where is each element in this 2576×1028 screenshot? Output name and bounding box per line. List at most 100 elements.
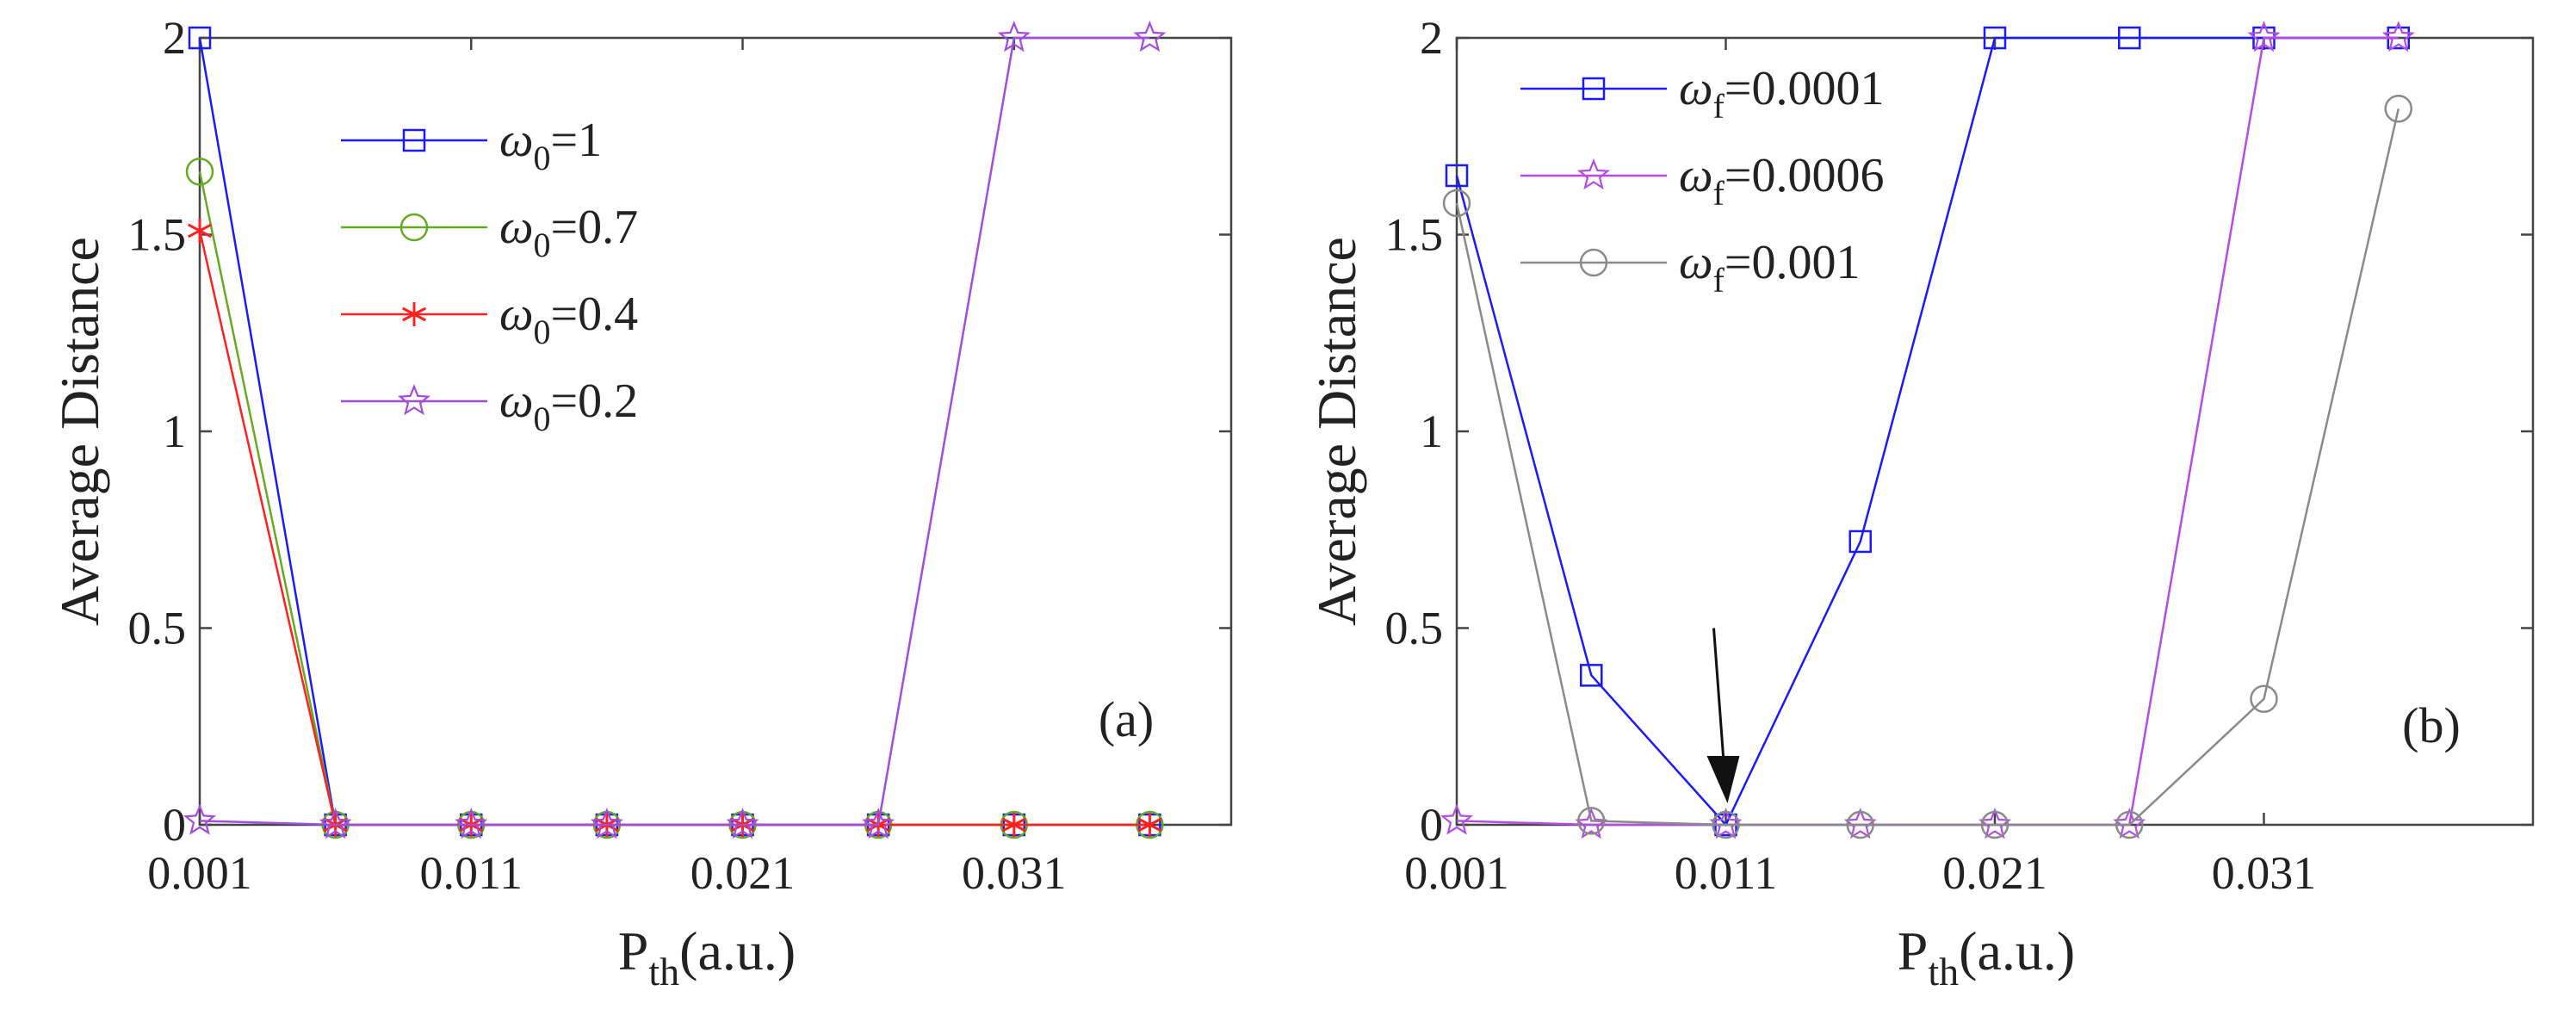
y-tick-label: 1 — [163, 406, 186, 457]
legend-symbol: ω — [1679, 236, 1713, 289]
legend-entry: ωf=0.001 — [1520, 236, 1860, 300]
plot-frame — [1455, 36, 2535, 827]
series-line — [1456, 36, 2399, 827]
series-line — [199, 36, 1150, 827]
legend-value: =0.4 — [551, 288, 639, 341]
data-point-square — [1848, 529, 1872, 554]
data-point-asterisk — [1001, 813, 1026, 837]
legend-marker-circle — [1579, 248, 1608, 277]
legend-subscript: f — [1713, 174, 1725, 213]
plot-frame — [198, 36, 1233, 827]
legend-entry: ω0=0.2 — [341, 375, 638, 438]
series-0-04 — [188, 218, 1162, 837]
legend-entry: ωf=0.0006 — [1520, 149, 1884, 213]
x-tick-label: 0.001 — [1404, 847, 1509, 899]
series-f-0001 — [1442, 95, 2412, 839]
data-point-star — [1133, 21, 1167, 53]
data-point-square — [188, 26, 212, 50]
data-point-star — [590, 808, 623, 839]
data-point-star — [319, 808, 352, 839]
x-axis-label: Pth(a.u.) — [1898, 920, 2075, 994]
chart-panel-b: 0.001 0.011 0.021 0.031 0 0.5 1 1.5 2 Average Dis… — [1306, 12, 2535, 994]
arrow-head — [1706, 756, 1740, 803]
y-tick-label: 2 — [1420, 12, 1443, 64]
y-axis-label: Average Distance — [49, 237, 110, 626]
data-point-circle — [185, 158, 214, 186]
data-point-star — [455, 808, 488, 839]
x-tick-label: 0.011 — [420, 847, 523, 899]
legend-subscript: f — [1713, 261, 1725, 300]
y-tick-label: 0 — [1420, 799, 1443, 851]
legend-symbol: ω — [499, 201, 534, 254]
data-point-star — [862, 808, 895, 839]
data-point-circle — [2384, 95, 2412, 123]
legend-subscript: f — [1713, 87, 1725, 126]
legend-label: ω0=0.7 — [499, 201, 638, 264]
x-tick-label: 0.031 — [2212, 847, 2317, 899]
legend-entry: ωf=0.0001 — [1520, 62, 1884, 126]
legend-value: =0.001 — [1725, 236, 1861, 289]
y-tick-label: 1.5 — [1385, 209, 1444, 261]
series-0-1 — [188, 26, 1161, 837]
data-point-asterisk-stroke — [1137, 817, 1162, 833]
panel-label: (b) — [2402, 697, 2461, 753]
series-0-07 — [185, 158, 1164, 839]
data-point-circle — [1980, 810, 2009, 839]
x-tick-label: 0.021 — [690, 847, 796, 899]
x-tick-label: 0.021 — [1942, 847, 2047, 899]
legend-label: ω0=0.4 — [499, 288, 638, 351]
legend: ω0=1ω0=0.7ω0=0.4ω0=0.2 — [341, 114, 638, 438]
data-point-circle — [1577, 807, 1606, 835]
legend-entry: ω0=0.4 — [341, 288, 638, 351]
legend-marker-square — [1582, 77, 1606, 101]
data-point-square — [1445, 164, 1469, 188]
legend-value: =0.7 — [551, 201, 639, 254]
legend-value: =0.2 — [551, 375, 639, 428]
data-point-star — [1709, 808, 1743, 839]
legend-marker-star — [1576, 158, 1611, 190]
legend-subscript: 0 — [534, 226, 551, 264]
y-tick-label: 0.5 — [1385, 603, 1444, 654]
legend-label: ωf=0.0006 — [1679, 149, 1884, 213]
x-axis-label-main: P — [1898, 920, 1929, 982]
data-point-star — [2247, 21, 2281, 53]
y-tick-label: 0.5 — [128, 603, 187, 654]
x-tick-label: 0.011 — [1675, 847, 1778, 899]
legend-value: =0.0006 — [1725, 149, 1885, 202]
series-f-00001 — [1445, 26, 2410, 837]
data-point-circle — [1442, 189, 1471, 218]
y-tick-label: 0 — [163, 799, 186, 851]
series-0-02 — [183, 21, 1167, 839]
panel-label: (a) — [1099, 691, 1154, 747]
data-point-square — [2118, 26, 2141, 50]
data-point-star — [1843, 808, 1877, 839]
data-point-star — [1978, 808, 2012, 839]
data-point-asterisk-stroke — [188, 223, 212, 238]
x-axis-label-sub: th — [648, 950, 679, 994]
annotation-arrow — [1706, 628, 1740, 803]
data-point-star — [2381, 21, 2415, 53]
data-point-circle — [1846, 810, 1874, 839]
legend-label: ωf=0.001 — [1679, 236, 1860, 300]
x-axis-label: Pth(a.u.) — [618, 920, 796, 994]
series-line — [198, 171, 1150, 827]
x-axis-label-sub: th — [1928, 950, 1959, 994]
legend-symbol: ω — [1679, 149, 1713, 202]
legend-marker-circle — [399, 213, 429, 242]
legend-value: =0.0001 — [1725, 62, 1885, 115]
x-tick-label: 0.031 — [962, 847, 1067, 899]
legend-subscript: 0 — [534, 399, 551, 438]
data-point-circle — [1712, 810, 1740, 839]
data-point-star — [183, 803, 217, 835]
data-point-circle — [2250, 684, 2278, 714]
series-f-00006 — [1440, 21, 2415, 839]
legend-label: ω0=0.2 — [499, 375, 638, 438]
y-tick-label: 1.5 — [128, 209, 187, 261]
chart-panel-a: 0.001 0.011 0.021 0.031 0 0.5 1 1.5 2 Average Dis… — [49, 12, 1233, 994]
data-point-star — [2113, 808, 2146, 839]
series-line — [198, 37, 1150, 827]
data-point-square — [1983, 26, 2007, 50]
legend-symbol: ω — [1679, 62, 1713, 115]
